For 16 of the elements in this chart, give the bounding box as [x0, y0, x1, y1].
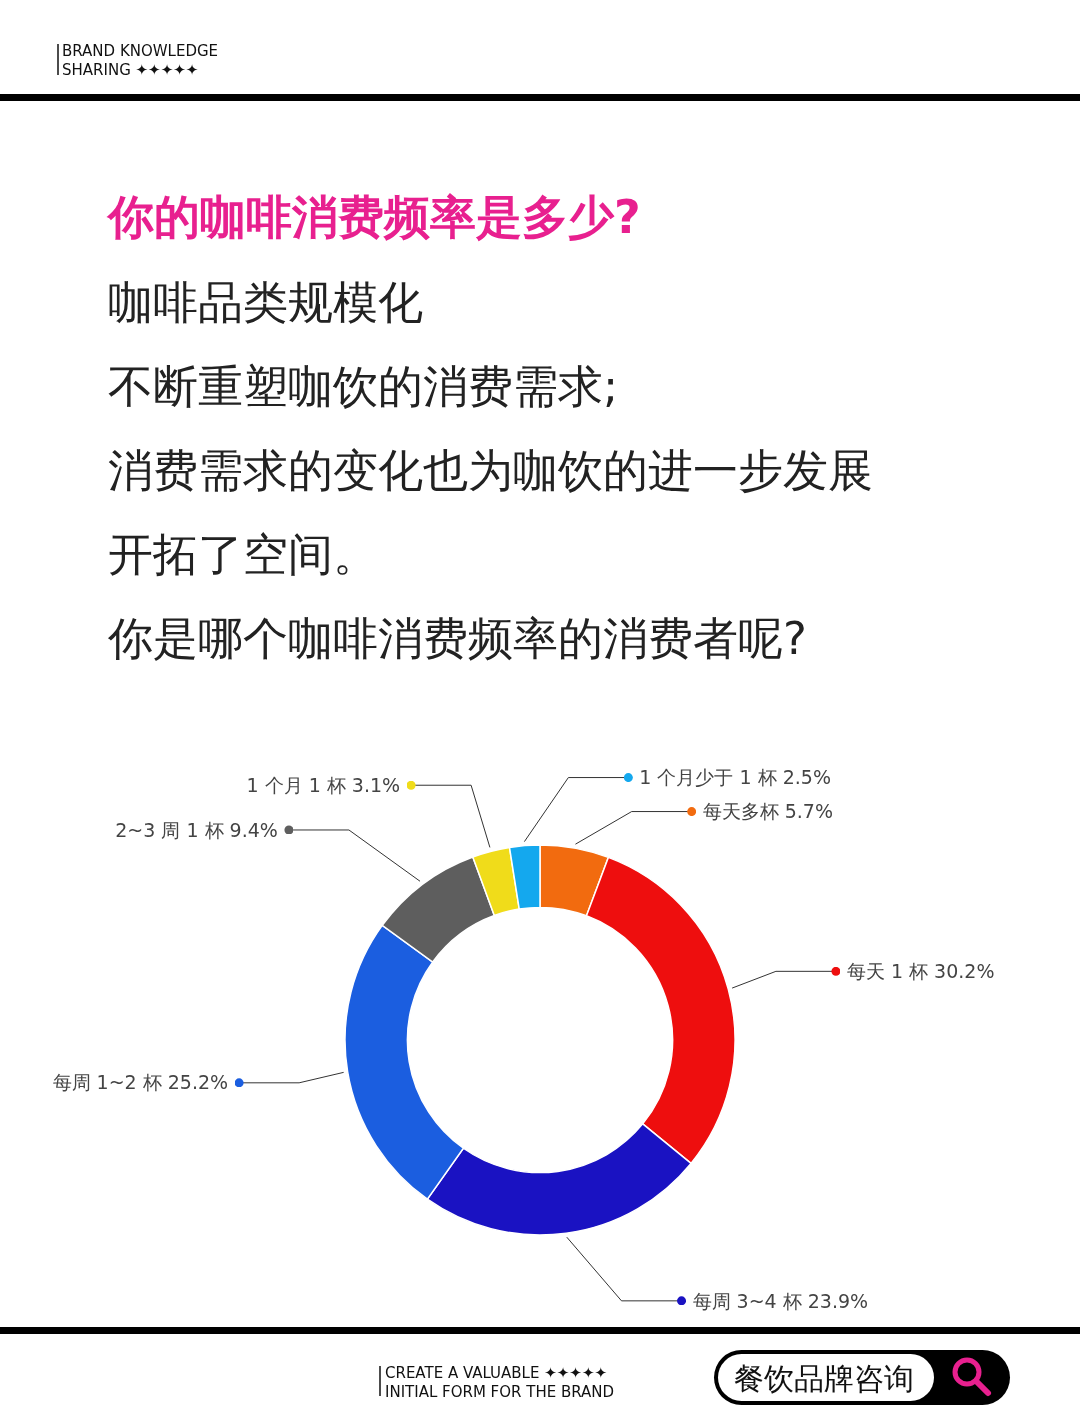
text: BRAND KNOWLEDGE SHARING ✦✦✦✦✦	[62, 42, 219, 79]
slice-label: 2~3 周 1 杯 9.4%	[115, 818, 278, 841]
slice-label: 每周 3~4 杯 23.9%	[692, 1289, 869, 1312]
text: 开拓了空间。	[108, 528, 378, 581]
text: 餐饮品牌咨询	[734, 1361, 914, 1396]
slice-label: 每天多杯 5.7%	[702, 800, 833, 823]
text: CREATE A VALUABLE ✦✦✦✦✦ INITIAL FORM FOR THE BRAND	[385, 1364, 615, 1401]
slice-label: 每天 1 杯 30.2%	[846, 959, 995, 982]
chart-subtitle: 咖啡品类规模化	[108, 276, 423, 329]
slice-label: 每周 1~2 杯 25.2%	[52, 1071, 229, 1094]
slice-label: 1 个月 1 杯 3.1%	[246, 773, 401, 796]
text: 你是哪个咖啡消费频率的消费者呢?	[107, 612, 807, 665]
chart-title: 你的咖啡消费频率是多少?	[106, 190, 641, 244]
text: 消费需求的变化也为咖饮的进一步发展	[108, 444, 873, 497]
slice-label: 1 个月少于 1 杯 2.5%	[639, 766, 831, 789]
text: 不断重塑咖饮的消费需求;	[108, 360, 619, 413]
